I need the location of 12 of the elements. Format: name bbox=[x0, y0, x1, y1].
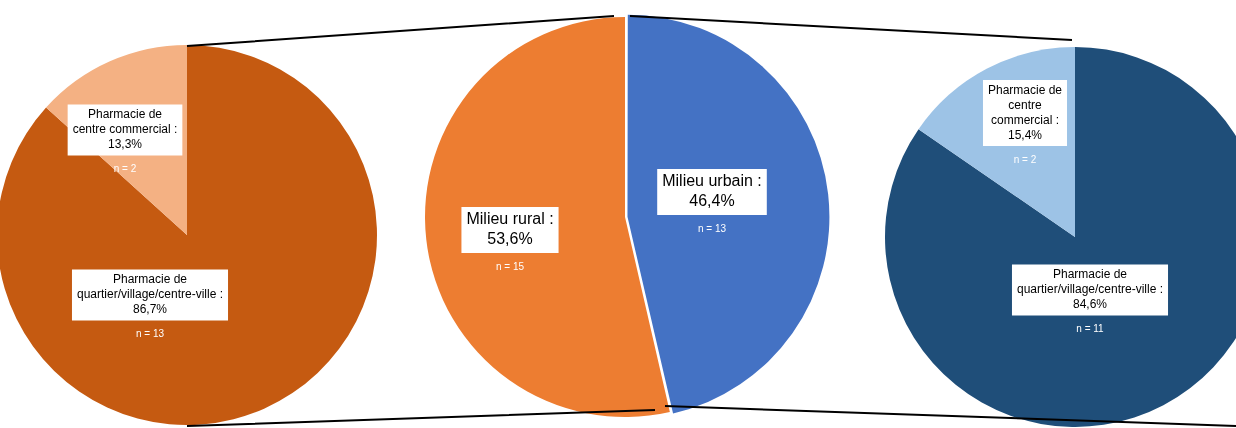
text: n = 11 bbox=[1076, 323, 1105, 335]
text: n = 13 bbox=[135, 328, 165, 340]
slice-label: Pharmacie de centre commercial : 13,3% bbox=[72, 107, 178, 152]
slice-label: Pharmacie de quartier/village/centre-ville : 84,6% bbox=[1016, 267, 1164, 312]
text: n = 2 bbox=[1013, 153, 1037, 165]
slice-label: Pharmacie de quartier/village/centre-ville : 86,7% bbox=[76, 272, 224, 317]
text: n = 13 bbox=[697, 222, 727, 234]
slice-label: Milieu rural : 53,6% bbox=[466, 210, 554, 248]
text: n = 15 bbox=[495, 260, 525, 272]
slice-label: Milieu urbain : 46,4% bbox=[662, 172, 762, 210]
slice-label: Pharmacie de centre commercial : 15,4% bbox=[987, 82, 1063, 142]
text: n = 2 bbox=[113, 163, 137, 175]
